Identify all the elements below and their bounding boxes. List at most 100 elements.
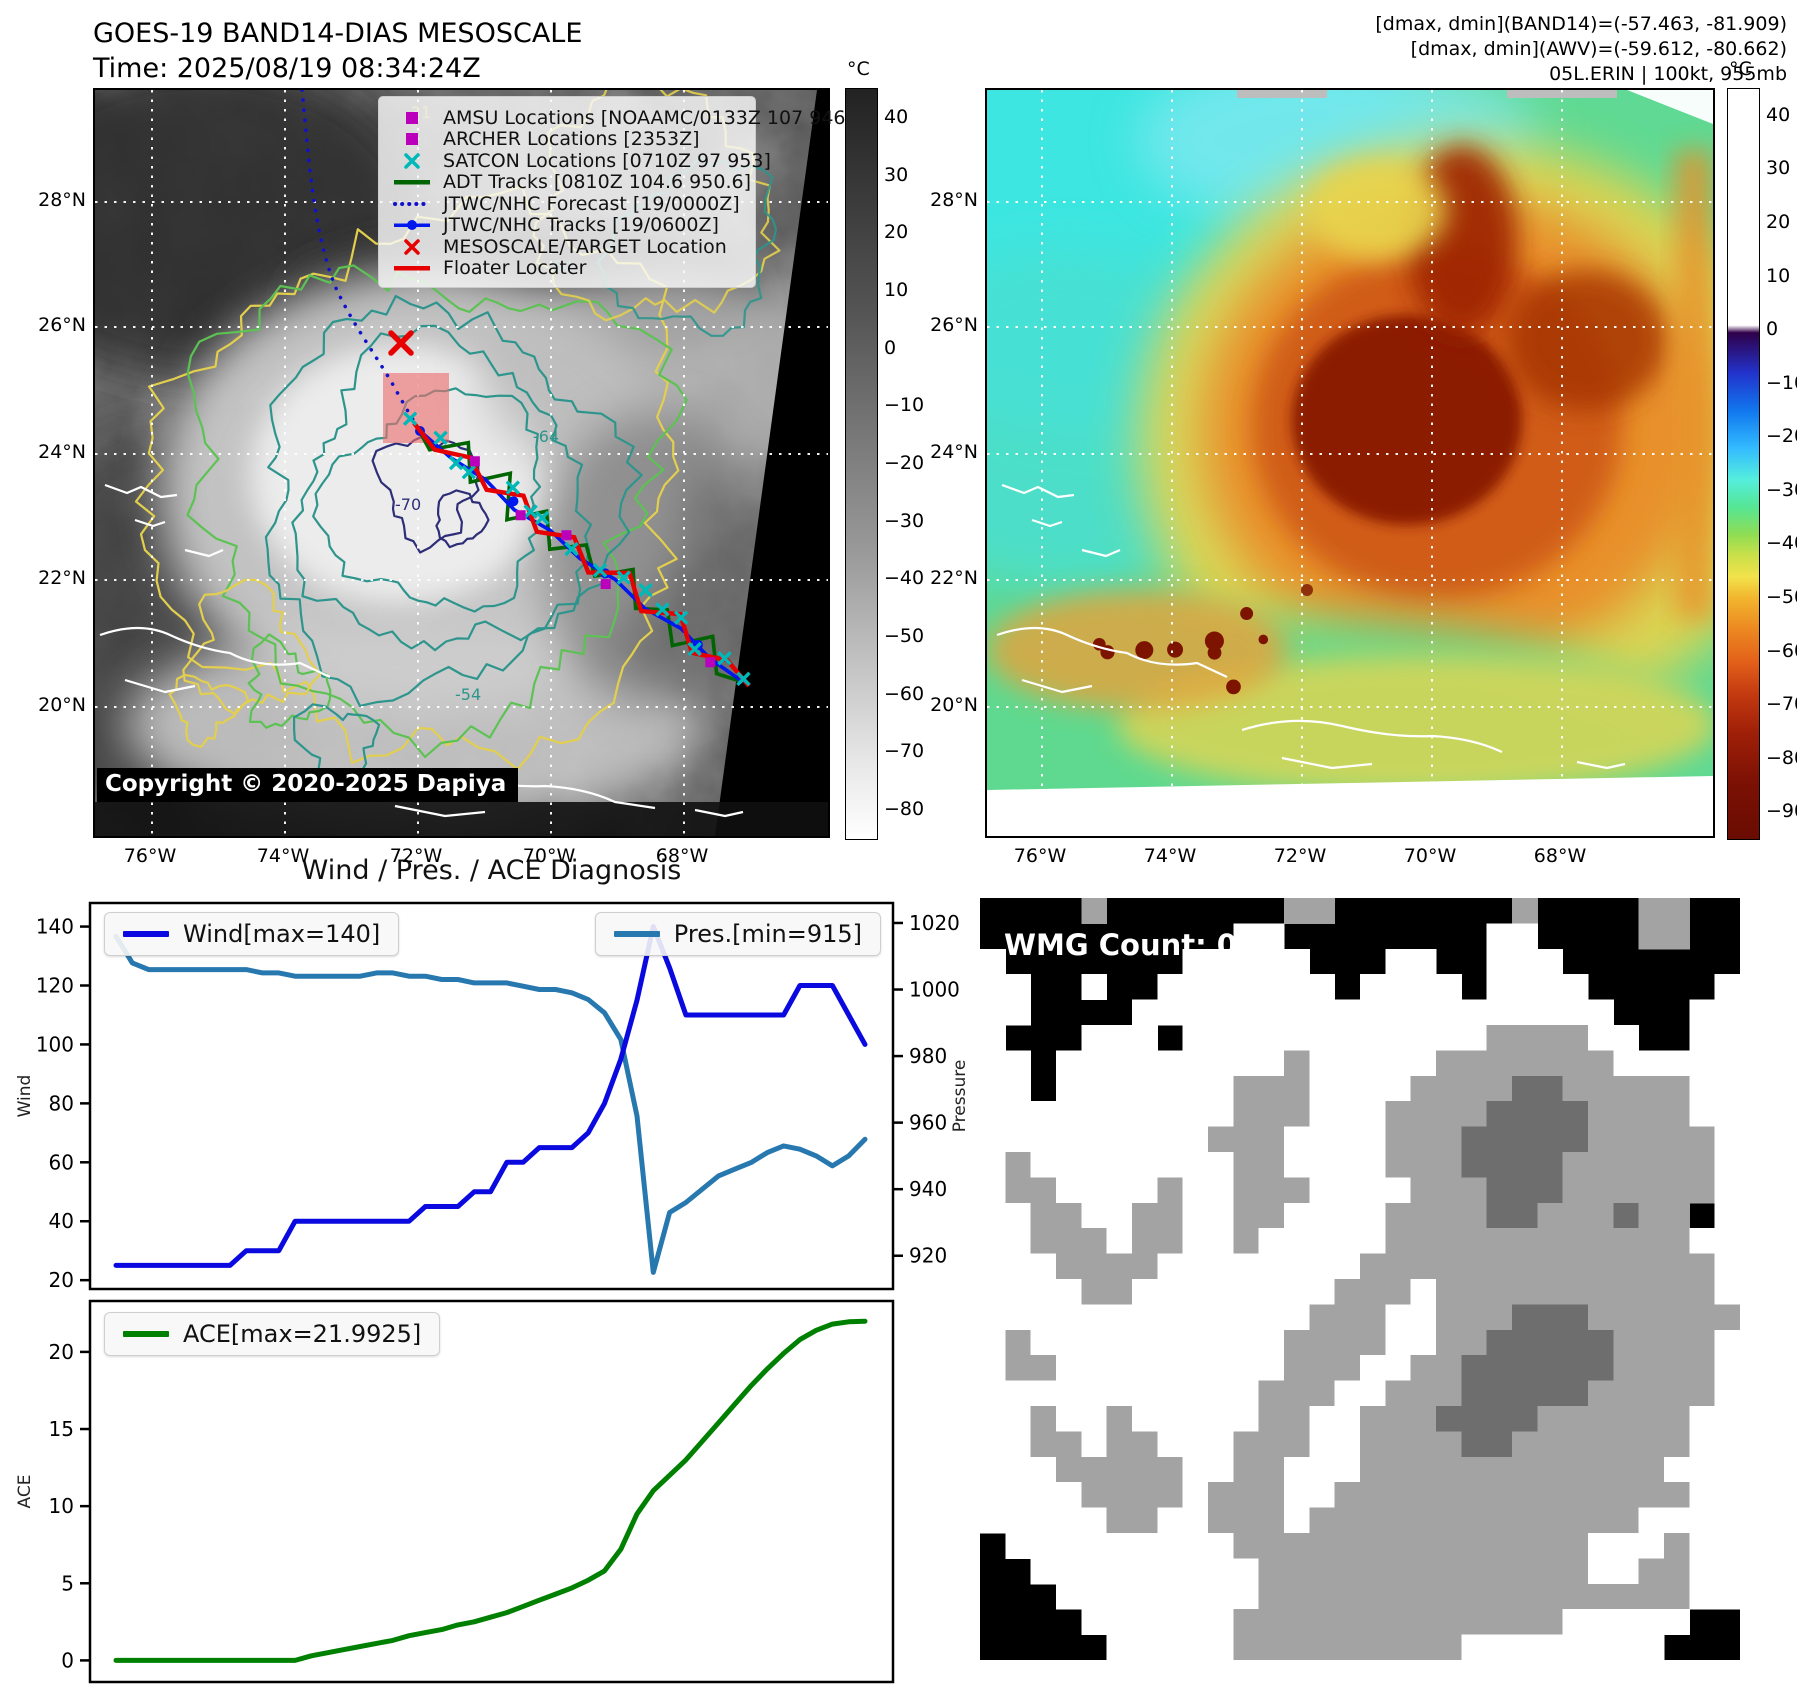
legend-item: MESOSCALE/TARGET Location xyxy=(389,236,741,258)
wind-pres-ace-charts: 20406080100120140Wind9209409609801000102… xyxy=(15,901,970,1684)
colorbar-tick-label: 30 xyxy=(884,163,909,186)
svg-text:980: 980 xyxy=(909,1044,947,1068)
svg-text:100: 100 xyxy=(36,1032,74,1056)
square-marker-icon xyxy=(389,110,435,126)
left-colorbar-unit: °C xyxy=(847,58,870,80)
wind-legend-label: Wind[max=140] xyxy=(183,920,381,948)
svg-text:40: 40 xyxy=(49,1209,74,1233)
copyright-badge: Copyright © 2020-2025 Dapiya xyxy=(97,768,519,802)
wind-legend: Wind[max=140] xyxy=(104,912,400,956)
colorbar-tick-label: 10 xyxy=(1766,264,1791,287)
lon-tick-label: 68°W xyxy=(655,845,709,867)
svg-text:-64: -64 xyxy=(533,427,559,446)
legend-item-label: MESOSCALE/TARGET Location xyxy=(443,235,727,258)
line-marker-icon xyxy=(389,260,435,276)
colorbar-tick-label: −40 xyxy=(884,567,925,590)
grayscale-colorbar xyxy=(845,88,878,840)
legend-item: Floater Locater xyxy=(389,257,741,280)
svg-text:Wind: Wind xyxy=(15,1075,35,1118)
ace-legend-swatch xyxy=(123,1331,169,1337)
colorbar-tick-label: −30 xyxy=(884,509,925,532)
colorbar-tick-label: 20 xyxy=(1766,210,1791,233)
lat-tick-label: 26°N xyxy=(930,314,978,336)
colorbar-tick-label: −30 xyxy=(1766,478,1797,501)
legend-item-label: AMSU Locations [NOAAMC/0133Z 107 946] xyxy=(443,106,853,129)
right-colorbar-unit: °C xyxy=(1729,58,1752,80)
colorbar-tick-label: −50 xyxy=(884,625,925,648)
dmax-dmin-band14: [dmax, dmin](BAND14)=(-57.463, -81.909) xyxy=(1375,13,1787,35)
legend-item: AMSU Locations [NOAAMC/0133Z 107 946] xyxy=(389,107,853,129)
svg-text:120: 120 xyxy=(36,974,74,998)
ir-color-map xyxy=(985,88,1715,838)
x-marker-icon xyxy=(389,239,435,255)
colorbar-tick-label: 10 xyxy=(884,278,909,301)
svg-text:ACE: ACE xyxy=(15,1475,35,1509)
map-legend: AMSU Locations [NOAAMC/0133Z 107 946] ARC… xyxy=(378,96,853,288)
ace-legend-label: ACE[max=21.9925] xyxy=(183,1320,422,1348)
svg-text:-54: -54 xyxy=(455,685,481,704)
lon-tick-label: 74°W xyxy=(256,845,310,867)
lat-tick-label: 28°N xyxy=(930,189,978,211)
x-marker-icon xyxy=(389,153,435,169)
lon-tick-label: 68°W xyxy=(1533,845,1587,867)
lat-tick-label: 28°N xyxy=(38,189,86,211)
legend-item: JTWC/NHC Forecast [19/0000Z] xyxy=(389,193,741,215)
colorbar-tick-label: −70 xyxy=(884,740,925,763)
svg-text:-70: -70 xyxy=(395,495,421,514)
colorbar-tick-label: 0 xyxy=(884,336,897,359)
pressure-legend: Pres.[min=915] xyxy=(594,912,881,956)
legend-item-label: JTWC/NHC Forecast [19/0000Z] xyxy=(443,192,740,215)
square-marker-icon xyxy=(389,131,435,147)
chart-title: Wind / Pres. / ACE Diagnosis xyxy=(301,855,682,886)
colorbar-tick-label: −10 xyxy=(884,394,925,417)
lat-tick-label: 24°N xyxy=(38,441,86,463)
legend-item: ARCHER Locations [2353Z] xyxy=(389,128,741,150)
pressure-legend-label: Pres.[min=915] xyxy=(673,920,862,948)
dmax-dmin-awv: [dmax, dmin](AWV)=(-59.612, -80.662) xyxy=(1410,38,1787,61)
lat-tick-label: 20°N xyxy=(930,694,978,716)
colorbar-tick-label: −20 xyxy=(1766,425,1797,448)
colorbar-tick-label: 30 xyxy=(1766,157,1791,180)
lat-tick-label: 22°N xyxy=(930,567,978,589)
colorbar-tick-label: 0 xyxy=(1766,318,1779,341)
lon-tick-label: 70°W xyxy=(522,845,576,867)
lon-tick-label: 72°W xyxy=(389,845,443,867)
colorbar-tick-label: 20 xyxy=(884,221,909,244)
legend-item-label: SATCON Locations [0710Z 97 953] xyxy=(443,149,771,172)
colorbar-tick-label: −60 xyxy=(884,682,925,705)
colorbar-tick-label: −70 xyxy=(1766,693,1797,716)
colorbar-tick-label: −40 xyxy=(1766,532,1797,555)
wmg-count-label: WMG Count: 0 xyxy=(1004,928,1237,962)
colorbar-tick-label: −60 xyxy=(1766,639,1797,662)
ir-grayscale-map: -31-54-64-54-70 AMSU Locations [NOAAMC/0… xyxy=(93,88,853,838)
svg-text:20: 20 xyxy=(49,1268,74,1292)
legend-item: SATCON Locations [0710Z 97 953] xyxy=(389,150,771,172)
colorbar-tick-label: 40 xyxy=(884,105,909,128)
legend-item-label: JTWC/NHC Tracks [19/0600Z] xyxy=(443,214,719,237)
colorbar-tick-label: 40 xyxy=(1766,103,1791,126)
svg-text:1020: 1020 xyxy=(909,911,960,935)
wmg-mask-image xyxy=(980,898,1740,1660)
colorbar-tick-label: −10 xyxy=(1766,371,1797,394)
lat-tick-label: 24°N xyxy=(930,441,978,463)
wind-legend-swatch xyxy=(123,931,169,937)
legend-item: ADT Tracks [0810Z 104.6 950.6] xyxy=(389,171,751,193)
colorbar-tick-label: −80 xyxy=(884,798,925,821)
right-header: [dmax, dmin](BAND14)=(-57.463, -81.909) … xyxy=(1375,12,1787,87)
dotted-marker-icon xyxy=(389,196,435,212)
svg-text:20: 20 xyxy=(49,1340,74,1364)
svg-text:15: 15 xyxy=(49,1417,74,1441)
svg-text:80: 80 xyxy=(49,1091,74,1115)
lon-tick-label: 74°W xyxy=(1143,845,1197,867)
svg-text:10: 10 xyxy=(49,1494,74,1518)
legend-item-label: Floater Locater xyxy=(443,257,587,280)
line-marker-icon xyxy=(389,174,435,190)
svg-text:920: 920 xyxy=(909,1244,947,1268)
colorbar-tick-label: −20 xyxy=(884,452,925,474)
legend-item-label: ADT Tracks [0810Z 104.6 950.6] xyxy=(443,171,751,194)
line-dot-marker-icon xyxy=(389,217,435,233)
lat-tick-label: 20°N xyxy=(38,694,86,716)
colorbar-tick-label: −50 xyxy=(1766,585,1797,608)
lon-tick-label: 72°W xyxy=(1273,845,1327,867)
